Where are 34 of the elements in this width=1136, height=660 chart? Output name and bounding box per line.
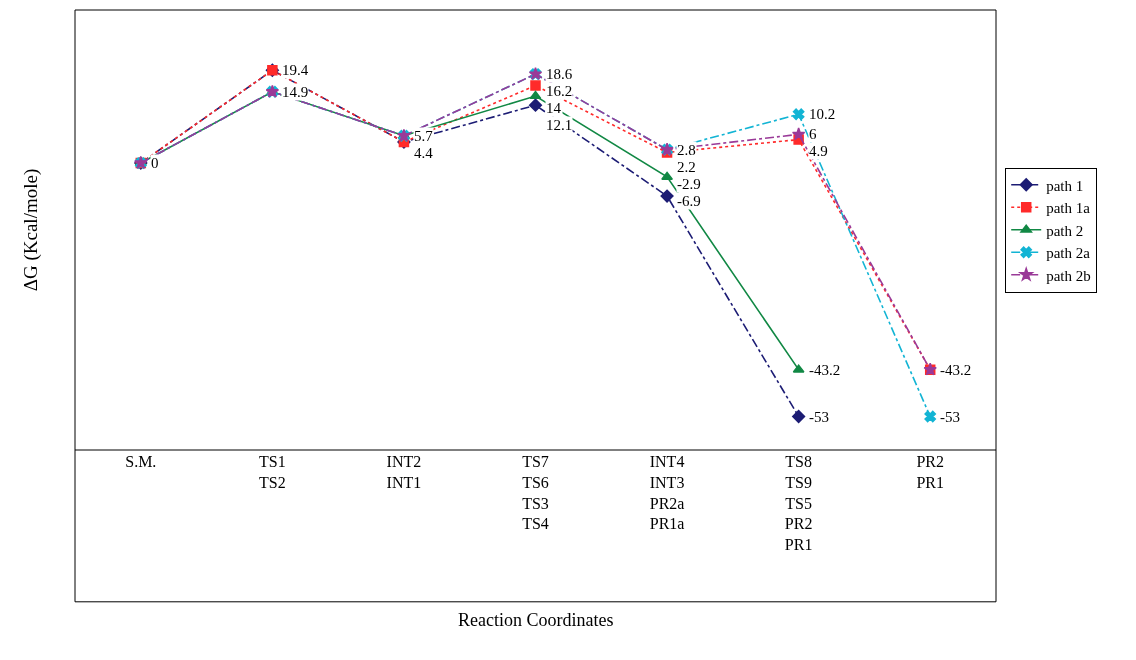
legend-label: path 1 [1046, 177, 1084, 194]
data-label: 16.2 [546, 83, 573, 99]
x-tick-label: S.M. [125, 453, 157, 470]
data-label: -43.2 [809, 362, 841, 378]
x-tick-label: PR2 PR1 [916, 453, 944, 491]
data-label: 14.9 [282, 84, 309, 100]
x-tick-label: INT2 INT1 [386, 453, 422, 491]
data-label: 2.8 [677, 142, 696, 158]
data-label: 6 [809, 126, 817, 142]
x-tick-label: TS7 TS6 TS3 TS4 [522, 453, 549, 533]
x-tick-label: TS8 TS9 TS5 PR2 PR1 [784, 453, 813, 554]
legend-label: path 2b [1046, 267, 1091, 284]
x-axis-title: Reaction Coordinates [458, 610, 614, 630]
data-label: -53 [809, 409, 829, 425]
data-label: 5.7 [414, 128, 434, 144]
data-label: 14 [546, 100, 562, 116]
data-label: -53 [940, 409, 960, 425]
y-axis-title: ΔG (Kcal/mole) [19, 168, 42, 292]
data-label: -2.9 [677, 176, 701, 192]
x-tick-label: TS1 TS2 [259, 453, 286, 491]
data-label: 0 [151, 155, 159, 171]
data-label: 10.2 [809, 106, 836, 122]
legend-label: path 2 [1046, 222, 1084, 239]
data-label: 19.4 [282, 62, 309, 78]
data-label: 4.9 [809, 143, 828, 159]
x-tick-label: INT4 INT3 PR2a PR1a [649, 453, 685, 533]
data-label: -6.9 [677, 193, 701, 209]
data-label: -43.2 [940, 362, 972, 378]
data-label: 18.6 [546, 66, 573, 82]
legend-label: path 2a [1046, 245, 1091, 262]
legend-label: path 1a [1046, 200, 1091, 217]
data-label: 4.4 [414, 145, 434, 161]
data-label: 2.2 [677, 159, 696, 175]
data-label: 12.1 [546, 117, 573, 133]
